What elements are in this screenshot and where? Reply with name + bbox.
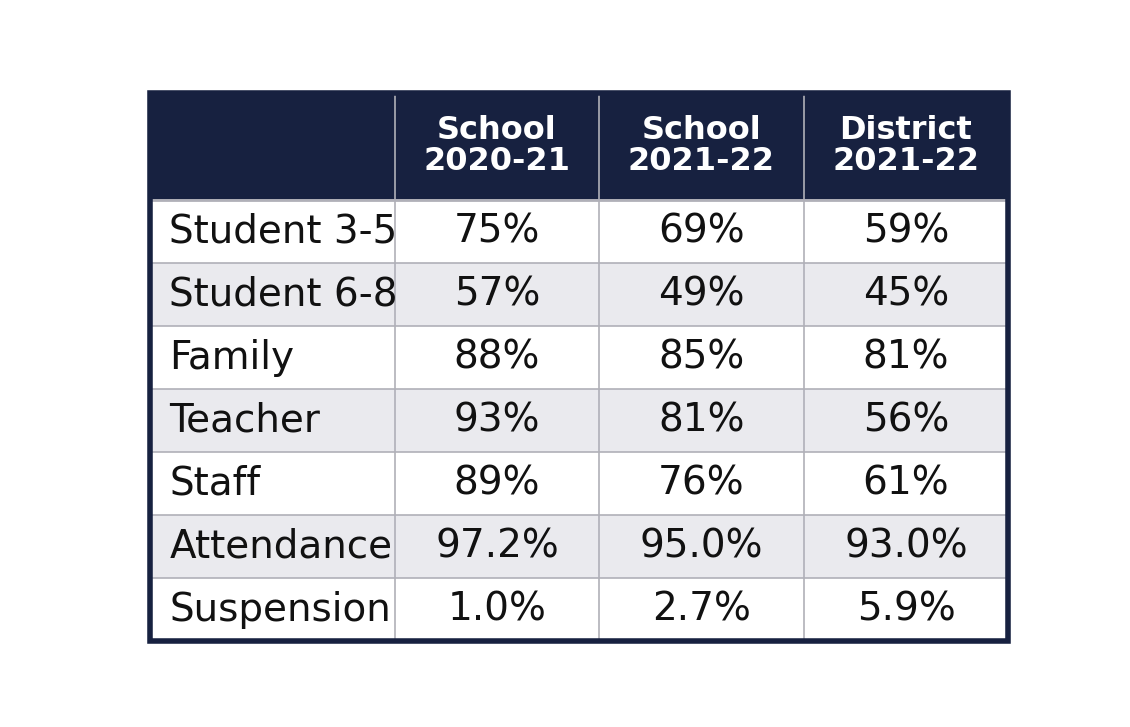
Bar bbox=[150, 93, 1008, 200]
Text: Family: Family bbox=[170, 339, 294, 377]
Text: 93.0%: 93.0% bbox=[844, 528, 967, 566]
Text: Student 6-8: Student 6-8 bbox=[170, 276, 398, 313]
Bar bbox=[150, 263, 1008, 326]
Text: 89%: 89% bbox=[453, 465, 540, 502]
Text: 1.0%: 1.0% bbox=[447, 591, 546, 629]
Bar bbox=[150, 326, 1008, 389]
Text: Staff: Staff bbox=[170, 465, 260, 502]
Text: 59%: 59% bbox=[863, 212, 949, 250]
Text: 45%: 45% bbox=[863, 276, 949, 313]
Text: District: District bbox=[840, 115, 972, 146]
Text: Student 3-5: Student 3-5 bbox=[170, 212, 398, 250]
Text: 2.7%: 2.7% bbox=[652, 591, 750, 629]
Text: 2021-22: 2021-22 bbox=[628, 147, 775, 177]
Bar bbox=[150, 200, 1008, 263]
Text: 69%: 69% bbox=[658, 212, 745, 250]
Text: School: School bbox=[437, 115, 557, 146]
Text: 76%: 76% bbox=[658, 465, 745, 502]
Text: 88%: 88% bbox=[453, 339, 540, 377]
Text: Attendance: Attendance bbox=[170, 528, 392, 566]
Text: 97.2%: 97.2% bbox=[435, 528, 558, 566]
Text: Suspension: Suspension bbox=[170, 591, 391, 629]
Text: 81%: 81% bbox=[862, 339, 949, 377]
Bar bbox=[150, 579, 1008, 641]
Text: 56%: 56% bbox=[863, 401, 949, 440]
Text: 2020-21: 2020-21 bbox=[424, 147, 571, 177]
Text: 57%: 57% bbox=[453, 276, 540, 313]
Text: 61%: 61% bbox=[862, 465, 949, 502]
Text: 2021-22: 2021-22 bbox=[833, 147, 980, 177]
Text: 85%: 85% bbox=[659, 339, 745, 377]
Text: 49%: 49% bbox=[658, 276, 745, 313]
Text: 81%: 81% bbox=[658, 401, 745, 440]
Text: Teacher: Teacher bbox=[170, 401, 320, 440]
Text: 95.0%: 95.0% bbox=[640, 528, 763, 566]
Bar bbox=[150, 389, 1008, 452]
Text: 93%: 93% bbox=[453, 401, 540, 440]
Text: School: School bbox=[642, 115, 762, 146]
Text: 75%: 75% bbox=[453, 212, 540, 250]
Bar bbox=[150, 515, 1008, 579]
Bar bbox=[150, 452, 1008, 515]
Text: 5.9%: 5.9% bbox=[857, 591, 955, 629]
